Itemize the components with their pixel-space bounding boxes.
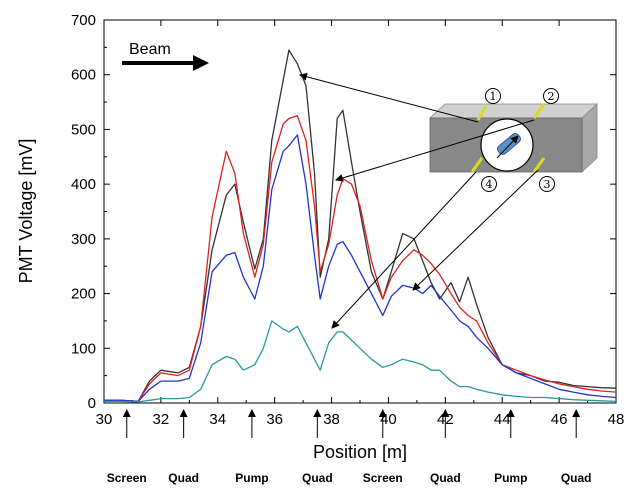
detector-marker-3 <box>539 176 555 192</box>
y-tick-label: 300 <box>71 231 96 248</box>
beamline-components: Screen Quad Pump Quad Screen Quad Pump Quad <box>107 409 592 485</box>
y-tick-label: 500 <box>71 121 96 138</box>
series-line-4 <box>104 320 617 403</box>
x-tick-label: 30 <box>96 411 113 428</box>
detector-inset: 1 2 3 4 <box>428 88 599 192</box>
x-tick-label: 48 <box>608 411 625 428</box>
beam-label: Beam <box>129 41 171 58</box>
detector-marker-2 <box>543 88 559 104</box>
component-label: Pump <box>235 471 268 485</box>
crystal-arrow <box>496 135 519 159</box>
y-tick-label: 200 <box>71 286 96 303</box>
y-tick-label: 600 <box>71 67 96 84</box>
component-label: Screen <box>363 471 403 485</box>
x-tick-label: 38 <box>323 411 340 428</box>
component-label: Quad <box>302 471 333 485</box>
component-label: Quad <box>561 471 592 485</box>
y-axis-title: PMT Voltage [mV] <box>16 139 36 284</box>
pmt-mount-1 <box>476 105 488 121</box>
pmt-mount-4 <box>470 157 484 173</box>
pointer-detector-4 <box>331 171 477 329</box>
pointer-detector-3 <box>412 169 539 291</box>
beam-annotation: Beam <box>122 41 209 71</box>
component-label: Quad <box>430 471 461 485</box>
component-label: Pump <box>494 471 527 485</box>
x-tick-label: 44 <box>494 411 511 428</box>
inset-pointers <box>299 72 539 329</box>
y-tick-label: 700 <box>71 12 96 29</box>
detector-number-4: 4 <box>486 178 493 191</box>
y-tick-label: 400 <box>71 176 96 193</box>
detector-number-3: 3 <box>544 178 551 191</box>
pointer-detector-1 <box>299 72 479 123</box>
component-label: Quad <box>168 471 199 485</box>
x-axis-title: Position [m] <box>313 442 407 462</box>
pointer-detector-2 <box>335 119 535 182</box>
x-tick-label: 34 <box>209 411 226 428</box>
x-tick-label: 46 <box>551 411 568 428</box>
axis-ticks: 30 32 34 36 38 40 42 44 46 4801002003004005006007… <box>71 12 624 428</box>
y-tick-label: 100 <box>71 340 96 357</box>
detector-number-2: 2 <box>548 90 555 103</box>
component-label: Screen <box>107 471 147 485</box>
y-tick-label: 0 <box>88 395 96 412</box>
detector-number-1: 1 <box>490 90 497 103</box>
series-line-3 <box>104 134 617 403</box>
pmt-mount-2 <box>532 103 546 119</box>
detector-marker-1 <box>485 88 501 104</box>
series-layer <box>104 49 617 403</box>
x-tick-label: 32 <box>153 411 170 428</box>
beam-arrow-head <box>193 55 209 71</box>
x-tick-label: 36 <box>266 411 283 428</box>
pmt-mount-3 <box>532 157 546 173</box>
detector-marker-4 <box>481 176 497 192</box>
